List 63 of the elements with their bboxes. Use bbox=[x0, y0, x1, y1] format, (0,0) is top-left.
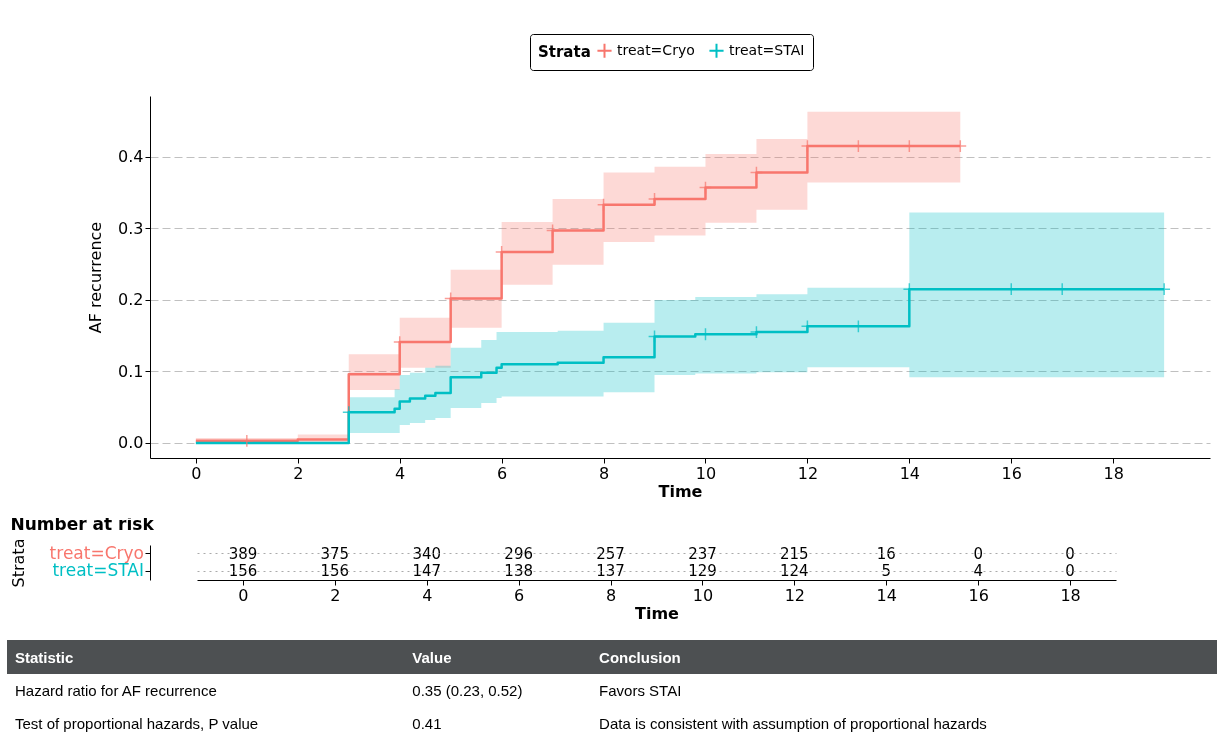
x-axis-title: Time bbox=[658, 481, 703, 501]
data-label: 129 bbox=[688, 562, 717, 581]
data-label: 0 bbox=[973, 544, 983, 563]
x-tick-label: 16 bbox=[968, 585, 989, 605]
category-label: Conclusion bbox=[591, 640, 1217, 674]
x-tick-label: 10 bbox=[692, 585, 714, 605]
x-tick-label: 8 bbox=[598, 463, 610, 483]
text: Hazard ratio for AF recurrence bbox=[14, 681, 218, 701]
category-label: Value bbox=[404, 640, 592, 674]
y-axis-title: AF recurrence bbox=[86, 221, 106, 334]
x-tick-label: 18 bbox=[1103, 463, 1124, 483]
data-label: 340 bbox=[412, 544, 442, 563]
x-tick-label: 0 bbox=[191, 463, 202, 483]
x-tick-label: 12 bbox=[784, 585, 806, 605]
x-tick-label: 2 bbox=[293, 463, 304, 483]
x-tick-label: 16 bbox=[1001, 463, 1022, 483]
data-label: 375 bbox=[320, 544, 350, 563]
text: Favors STAI bbox=[598, 681, 683, 701]
legend-label: treat=Cryo bbox=[617, 41, 695, 58]
x-tick-label: 6 bbox=[514, 585, 525, 605]
x-tick-label: 18 bbox=[1060, 585, 1081, 605]
x-tick-label: 14 bbox=[899, 463, 921, 483]
data-label: 147 bbox=[412, 562, 442, 581]
data-label: 215 bbox=[780, 544, 809, 563]
x-tick-label: 12 bbox=[797, 463, 819, 483]
y-tick-label: 0.3 bbox=[118, 218, 144, 238]
text: 0.35 (0.23, 0.52) bbox=[411, 681, 524, 701]
legend-title: Strata bbox=[538, 43, 591, 61]
data-label: 138 bbox=[504, 562, 533, 581]
data-label: 4 bbox=[973, 562, 983, 581]
y-axis-title: Strata bbox=[9, 538, 28, 588]
data-label: 0 bbox=[1065, 544, 1075, 563]
x-tick-label: 6 bbox=[497, 463, 508, 483]
data-label: 124 bbox=[780, 562, 809, 581]
text: Data is consistent with assumption of proportional hazards bbox=[598, 714, 988, 734]
data-label: 296 bbox=[504, 544, 533, 563]
data-label: 389 bbox=[228, 544, 258, 563]
data-label: 5 bbox=[881, 562, 892, 581]
x-tick-label: 4 bbox=[395, 463, 406, 483]
x-axis-title: Time bbox=[635, 603, 680, 623]
y-tick-label: 0.0 bbox=[118, 433, 144, 453]
x-tick-label: 4 bbox=[422, 585, 433, 605]
chart-title: Number at risk bbox=[10, 514, 155, 535]
text: 0.41 bbox=[411, 714, 443, 734]
x-tick-label: 10 bbox=[695, 463, 717, 483]
data-label: 237 bbox=[688, 544, 717, 563]
data-label: 156 bbox=[228, 562, 258, 581]
legend-label: treat=STAI bbox=[729, 41, 805, 58]
data-label: 137 bbox=[596, 562, 625, 581]
x-tick-label: 0 bbox=[238, 585, 249, 605]
data-label: 0 bbox=[1065, 562, 1075, 581]
category-label: Statistic bbox=[7, 640, 405, 674]
x-tick-label: 2 bbox=[330, 585, 341, 605]
x-tick-label: 8 bbox=[605, 585, 617, 605]
x-tick-label: 14 bbox=[876, 585, 897, 605]
data-label: 257 bbox=[596, 544, 625, 563]
text: Test of proportional hazards, P value bbox=[14, 714, 260, 734]
y-tick-label: 0.4 bbox=[118, 147, 144, 167]
data-label: 156 bbox=[320, 562, 350, 581]
y-tick-label: 0.1 bbox=[118, 361, 144, 381]
data-label: 16 bbox=[876, 544, 896, 563]
y-tick-label: 0.2 bbox=[118, 290, 144, 310]
y-tick-label: treat=Cryo bbox=[49, 542, 144, 563]
